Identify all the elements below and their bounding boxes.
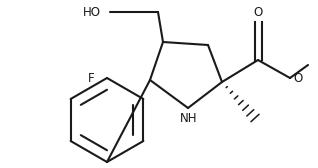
Text: O: O	[294, 72, 303, 85]
Text: F: F	[88, 72, 94, 85]
Text: NH: NH	[180, 113, 198, 125]
Text: O: O	[253, 7, 263, 19]
Text: HO: HO	[83, 6, 101, 18]
